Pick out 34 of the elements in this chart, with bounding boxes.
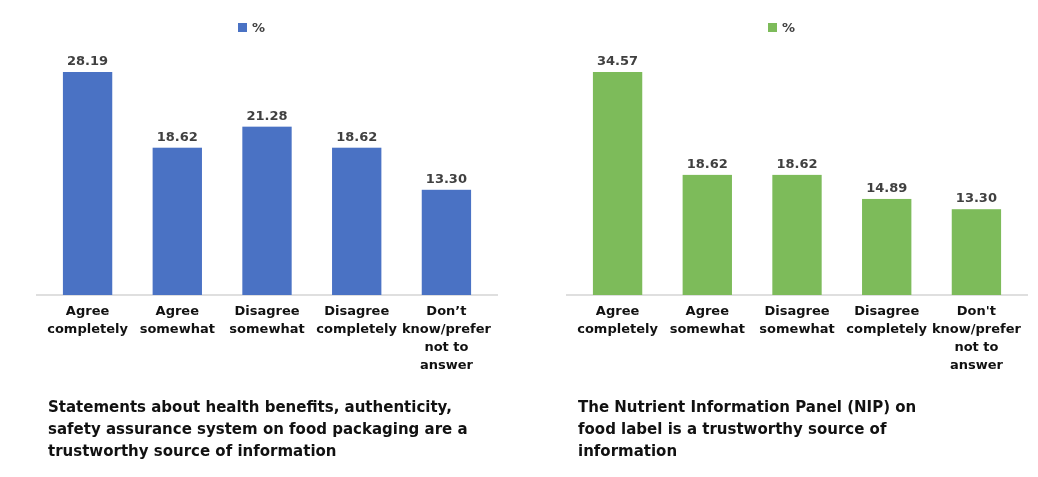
legend-label: % bbox=[252, 20, 266, 35]
x-tick-label: Disagree completely bbox=[316, 303, 398, 336]
data-label: 18.62 bbox=[336, 128, 378, 144]
data-label: 28.19 bbox=[67, 53, 109, 68]
x-tick-label: Agree completely bbox=[577, 303, 659, 336]
x-tick-label: Agree completely bbox=[47, 303, 129, 336]
data-label: 13.30 bbox=[425, 170, 467, 186]
x-tick-label: Disagree somewhat bbox=[759, 303, 835, 336]
bar bbox=[592, 72, 643, 295]
x-tick-label: Disagree somewhat bbox=[229, 303, 305, 336]
data-label: 18.62 bbox=[156, 128, 198, 144]
x-tick-label: Disagree completely bbox=[846, 303, 928, 336]
x-tick-label: Don't know/prefer not to answer bbox=[931, 303, 1022, 372]
text: The Nutrient Information Panel (NIP) on food label is a trustworthy source of information bbox=[578, 398, 917, 460]
legend-label: % bbox=[782, 20, 796, 35]
data-label: 18.62 bbox=[686, 155, 728, 171]
x-tick-label: Agree somewhat bbox=[139, 303, 215, 336]
x-tick-label: Don’t know/prefer not to answer bbox=[401, 303, 492, 372]
bar bbox=[421, 189, 472, 295]
data-label: 14.89 bbox=[866, 179, 908, 195]
bar bbox=[772, 174, 822, 295]
bar bbox=[862, 198, 912, 295]
bar bbox=[62, 72, 113, 295]
bar bbox=[682, 174, 732, 295]
bar bbox=[332, 147, 382, 295]
data-label: 13.30 bbox=[955, 190, 997, 206]
data-label: 34.57 bbox=[597, 53, 639, 68]
bar bbox=[152, 147, 202, 295]
data-label: 18.62 bbox=[776, 155, 818, 171]
text: Statements about health benefits, authenticity, safety assurance system on food packaging are a trustworthy source of information bbox=[48, 398, 468, 460]
data-label: 21.28 bbox=[246, 107, 288, 123]
bar bbox=[951, 209, 1002, 295]
x-tick-label: Agree somewhat bbox=[669, 303, 745, 336]
bar bbox=[242, 126, 292, 295]
